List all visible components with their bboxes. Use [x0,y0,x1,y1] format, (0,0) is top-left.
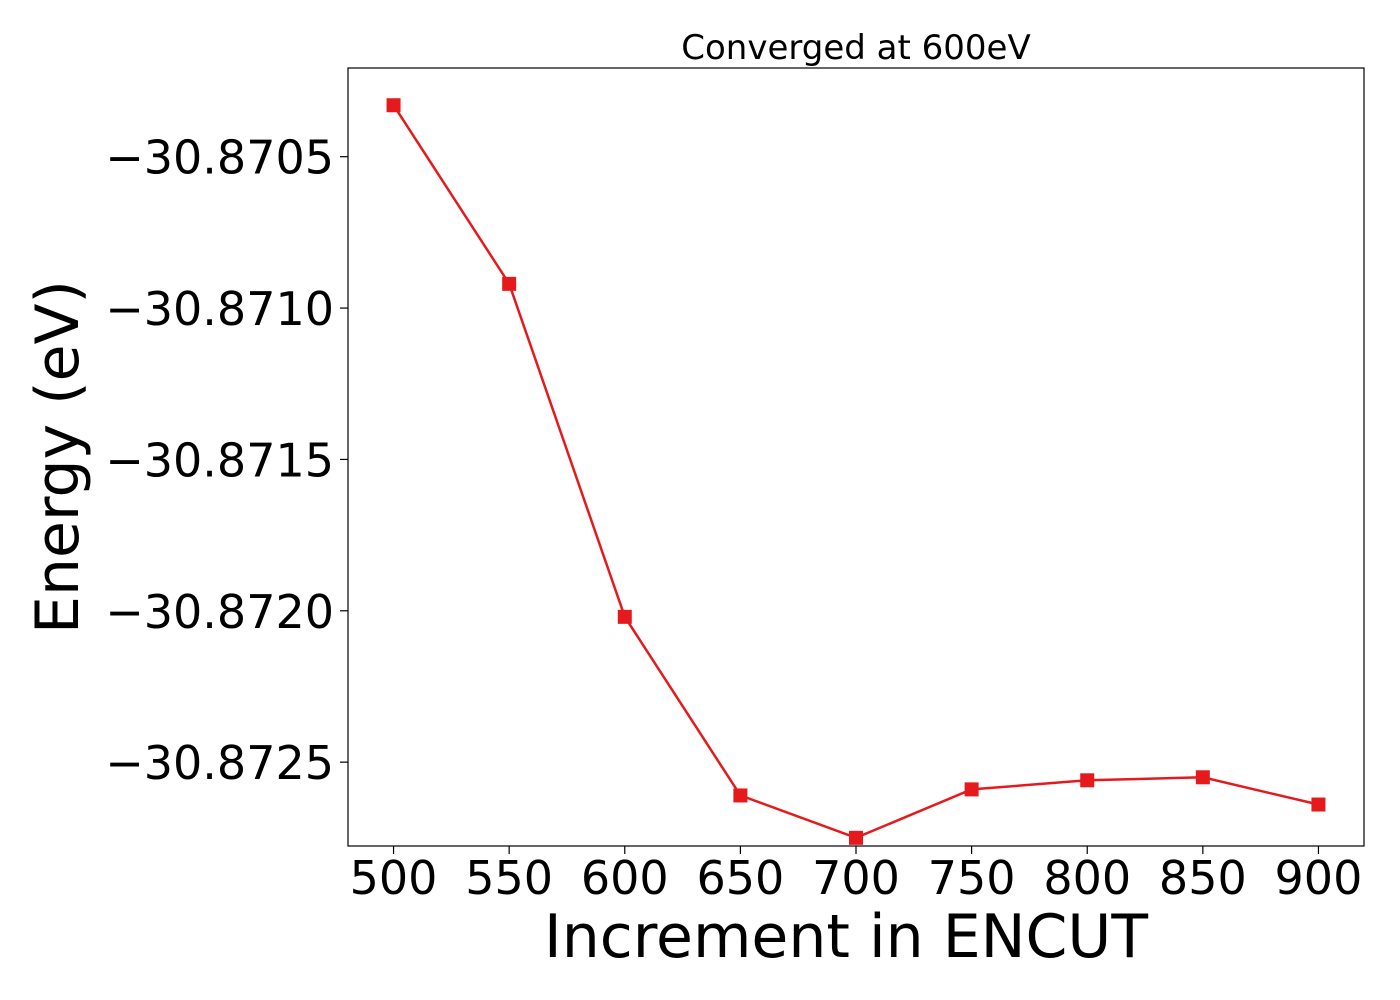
data-point [386,98,401,113]
y-axis-ticks: −30.8705 −30.8710 −30.8715 −30.8720 −30.8725 [105,131,348,790]
x-tick-label: 700 [812,851,900,905]
x-tick-label: 900 [1275,851,1363,905]
x-tick-label: 550 [465,851,553,905]
data-point [1195,770,1210,785]
data-point [502,276,517,291]
y-tick-label: −30.8715 [105,433,334,487]
x-tick-label: 500 [350,851,438,905]
data-point [964,782,979,797]
data-point [1311,797,1326,812]
y-tick-label: −30.8710 [105,282,334,336]
x-tick-label: 650 [696,851,784,905]
x-tick-label: 750 [928,851,1016,905]
data-point [849,830,863,845]
y-axis-label: Energy (eV) [23,280,93,634]
x-axis-label: Increment in ENCUT [544,902,1148,972]
x-tick-label: 800 [1043,851,1131,905]
y-tick-label: −30.8725 [105,736,334,790]
data-point [733,788,748,803]
data-point [617,609,632,624]
x-axis-ticks: 500 550 600 650 700 750 800 850 900 [350,846,1363,905]
y-tick-label: −30.8705 [105,131,334,185]
plot-background [348,68,1364,846]
series-layer [386,98,1326,845]
chart-title: Converged at 600eV [681,28,1030,68]
y-tick-label: −30.8720 [105,585,334,639]
x-tick-label: 600 [581,851,669,905]
x-tick-label: 850 [1159,851,1247,905]
plot-frame [347,67,1365,847]
data-point [1080,773,1095,788]
